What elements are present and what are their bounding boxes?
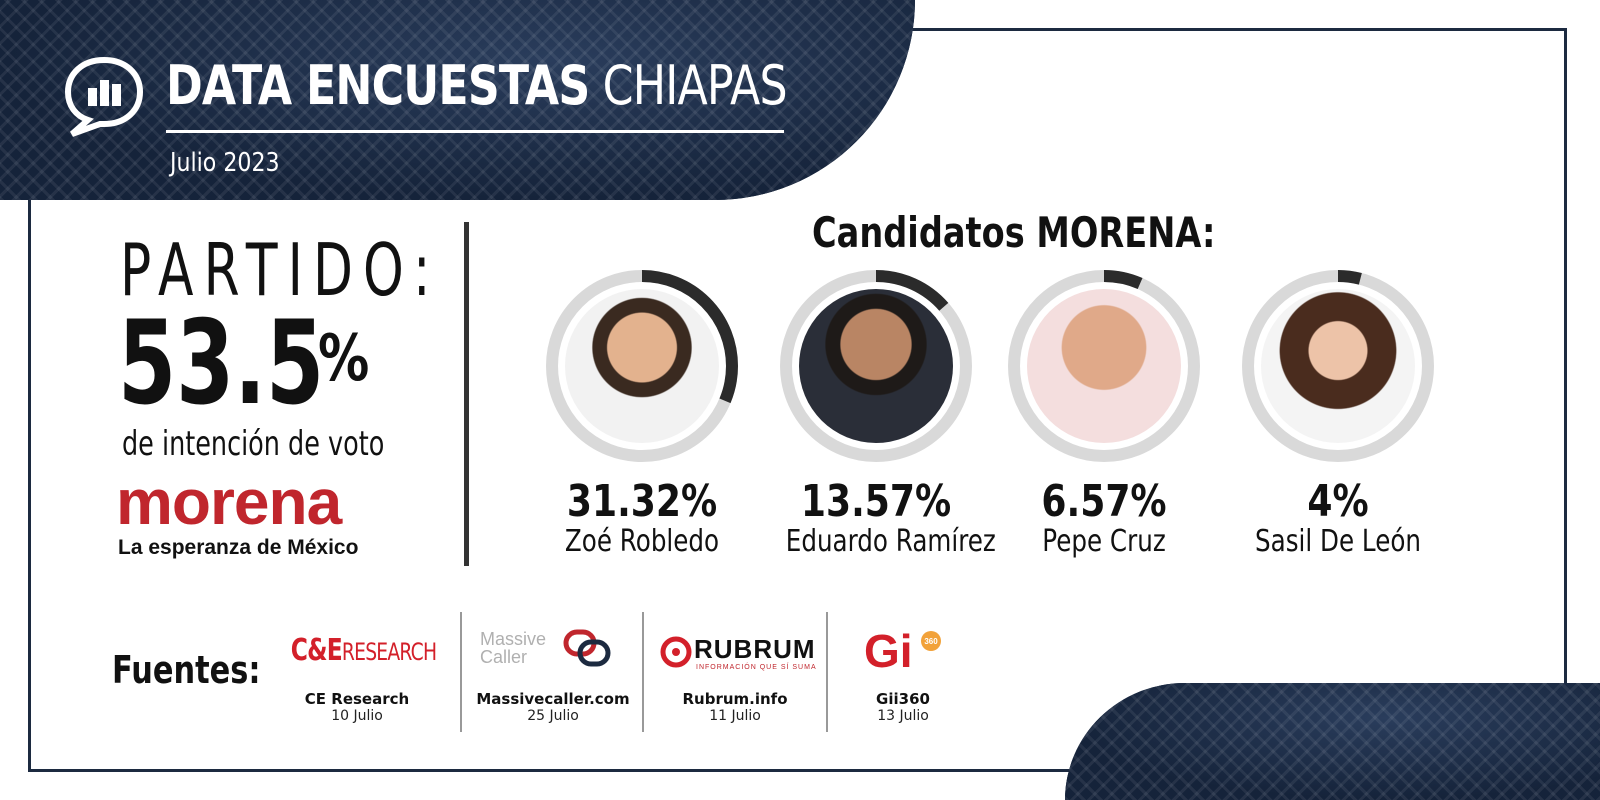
candidate-ring: [780, 270, 972, 462]
ce-logo-main: C&E: [290, 633, 343, 668]
vertical-divider: [464, 222, 469, 566]
source-date: 11 Julio: [709, 708, 761, 724]
ring-progress: [546, 270, 738, 462]
candidate-card: 4% Sasil De León: [1228, 266, 1458, 566]
candidate-percentage: 4%: [1307, 476, 1369, 527]
candidate-name: Eduardo Ramírez: [785, 524, 996, 559]
candidate-photo: [1261, 289, 1415, 443]
rubrum-target-icon: [660, 636, 692, 668]
source-separator: [826, 612, 828, 732]
gi360-badge-icon: 360: [921, 631, 941, 651]
ce-research-logo: C&ERESEARCH: [272, 626, 442, 676]
candidate-name: Pepe Cruz: [1042, 524, 1166, 559]
candidate-photo: [1027, 289, 1181, 443]
morena-logo: morena: [116, 466, 342, 538]
source-date: 25 Julio: [527, 708, 579, 724]
sources-label: Fuentes:: [112, 648, 261, 692]
morena-slogan: La esperanza de México: [118, 536, 359, 559]
party-label: PARTIDO:: [120, 228, 441, 312]
candidate-card: 31.32% Zoé Robledo: [532, 266, 762, 566]
candidate-percentage: 6.57%: [1041, 476, 1167, 527]
ring-progress: [780, 270, 972, 462]
candidates-title: Candidatos MORENA:: [812, 208, 1216, 257]
title-light: CHIAPAS: [602, 54, 788, 117]
source-rubrum: RUBRUM INFORMACIÓN QUE SÍ SUMA Rubrum.in…: [650, 612, 820, 732]
footer-corner-decoration: [1065, 683, 1600, 800]
source-gii360: Gi 360 Gii360 13 Julio: [818, 612, 988, 732]
source-date: 13 Julio: [877, 708, 929, 724]
source-name: CE Research: [304, 690, 410, 708]
candidate-percentage: 31.32%: [566, 476, 718, 527]
gi-logo-sub: 360: [924, 637, 938, 646]
title-bold: DATA ENCUESTAS: [166, 54, 590, 117]
rubrum-logo-sub: INFORMACIÓN QUE SÍ SUMA: [696, 664, 817, 671]
candidate-card: 6.57% Pepe Cruz: [994, 266, 1224, 566]
survey-date: Julio 2023: [170, 148, 280, 178]
ring-progress: [1008, 270, 1200, 462]
rubrum-logo-main: RUBRUM: [694, 634, 816, 664]
source-separator: [460, 612, 462, 732]
rubrum-logo: RUBRUM INFORMACIÓN QUE SÍ SUMA: [650, 626, 820, 676]
candidate-ring: [1242, 270, 1434, 462]
header-banner: [0, 0, 915, 200]
candidate-card: 13.57% Eduardo Ramírez: [766, 266, 996, 566]
source-massivecaller: Massive Caller Massivecaller.com 25 Julio: [468, 612, 638, 732]
candidate-name: Zoé Robledo: [564, 524, 720, 559]
candidate-ring: [1008, 270, 1200, 462]
chat-bubble-bar-chart-icon: [64, 56, 144, 137]
source-ce-research: C&ERESEARCH CE Research 10 Julio: [272, 612, 442, 732]
candidate-percentage: 13.57%: [800, 476, 952, 527]
source-date: 10 Julio: [331, 708, 383, 724]
candidate-photo: [799, 289, 953, 443]
gi-logo-main: Gi: [864, 625, 913, 677]
ring-progress: [1242, 270, 1434, 462]
party-percent-sign: %: [318, 322, 370, 396]
party-percentage: 53.5: [118, 296, 325, 431]
chat-bubbles-icon: [563, 629, 611, 667]
massivecaller-logo: Massive Caller: [468, 626, 638, 676]
source-name: Massivecaller.com: [476, 690, 630, 708]
party-caption: de intención de voto: [122, 424, 385, 464]
candidate-ring: [546, 270, 738, 462]
source-separator: [642, 612, 644, 732]
mc-logo-main: Massive: [480, 629, 547, 649]
ce-logo-sub: RESEARCH: [341, 638, 437, 666]
source-name: Gii360: [876, 690, 930, 708]
source-name: Rubrum.info: [682, 690, 788, 708]
candidate-photo: [565, 289, 719, 443]
mc-logo-sub: Caller: [480, 647, 528, 667]
gii360-logo: Gi 360: [818, 626, 988, 676]
title-underline: [166, 130, 784, 133]
candidate-name: Sasil De León: [1255, 524, 1421, 559]
page-title: DATA ENCUESTAS CHIAPAS: [166, 54, 788, 117]
